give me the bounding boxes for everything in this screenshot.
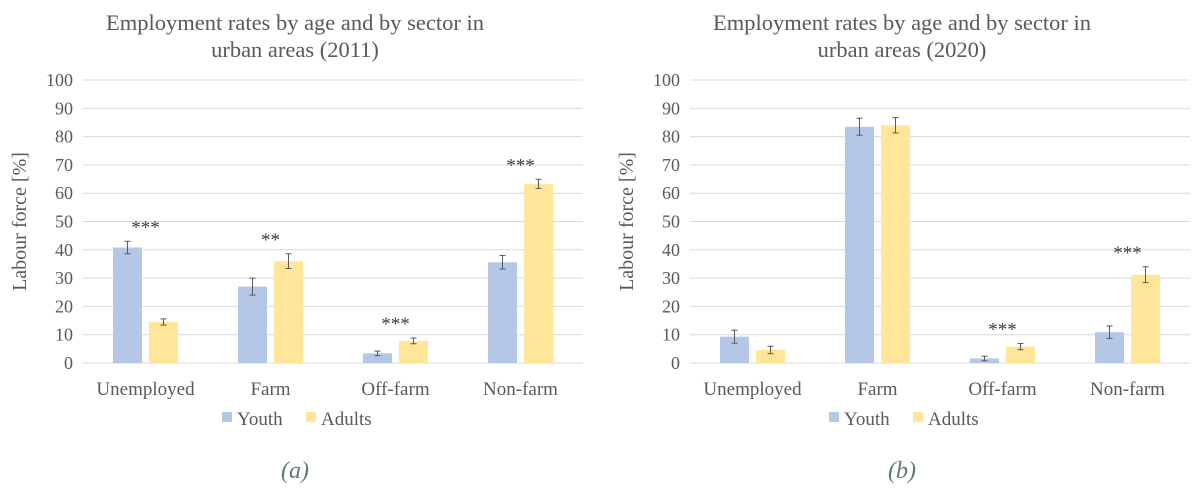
legend-swatch-youth — [222, 412, 232, 422]
chart-title-line: Employment rates by age and by sector in — [713, 10, 1091, 35]
y-tick-label: 10 — [55, 325, 73, 345]
chart-panel-a: Employment rates by age and by sector in… — [0, 0, 590, 495]
x-category-label: Non-farm — [1090, 379, 1165, 400]
y-tick-label: 20 — [55, 296, 73, 316]
legend-swatch-youth — [829, 412, 839, 422]
y-tick-label: 0 — [671, 353, 680, 373]
y-tick-label: 80 — [55, 127, 73, 147]
y-tick-label: 100 — [653, 70, 680, 90]
significance-label: ** — [261, 230, 280, 251]
y-tick-label: 70 — [55, 155, 73, 175]
y-tick-label: 60 — [55, 183, 73, 203]
y-tick-label: 90 — [55, 98, 73, 118]
x-category-label: Unemployed — [96, 379, 195, 400]
legend-label-adults: Adults — [321, 409, 372, 430]
chart-title: Employment rates by age and by sector in… — [713, 10, 1091, 62]
bar-adults-off-farm — [1006, 346, 1035, 363]
y-tick-label: 30 — [55, 268, 73, 288]
x-category-label: Farm — [857, 379, 897, 400]
bar-adults-non-farm — [1131, 274, 1160, 363]
y-tick-label: 20 — [662, 296, 680, 316]
legend-swatch-adults — [913, 412, 923, 422]
chart-title-line: urban areas (2011) — [211, 37, 379, 62]
y-tick-label: 30 — [662, 268, 680, 288]
bar-adults-farm — [274, 261, 303, 363]
y-tick-label: 90 — [662, 98, 680, 118]
y-tick-label: 50 — [55, 212, 73, 232]
significance-label: *** — [131, 217, 160, 238]
y-tick-label: 70 — [662, 155, 680, 175]
bar-youth-unemployed — [113, 247, 142, 363]
bar-youth-farm — [238, 286, 267, 363]
x-category-label: Off-farm — [968, 379, 1036, 400]
chart-title-line: Employment rates by age and by sector in — [106, 10, 484, 35]
x-category-label: Unemployed — [703, 379, 802, 400]
significance-label: *** — [988, 319, 1017, 340]
bar-youth-non-farm — [488, 262, 517, 363]
x-category-label: Farm — [250, 379, 290, 400]
y-axis-label: Labour force [%] — [616, 152, 638, 291]
legend-label-adults: Adults — [928, 409, 979, 430]
bar-youth-off-farm — [363, 353, 392, 363]
y-tick-label: 0 — [64, 353, 73, 373]
y-tick-label: 10 — [662, 325, 680, 345]
bar-chart-b: Employment rates by age and by sector in… — [616, 10, 1190, 430]
panel-caption-b: (b) — [888, 458, 916, 484]
bar-youth-farm — [845, 126, 874, 363]
y-tick-label: 40 — [662, 240, 680, 260]
significance-label: *** — [506, 155, 535, 176]
panel-caption-a: (a) — [281, 458, 309, 484]
y-tick-label: 50 — [662, 212, 680, 232]
bar-adults-farm — [881, 125, 910, 363]
significance-label: *** — [1113, 243, 1142, 264]
chart-title: Employment rates by age and by sector in… — [106, 10, 484, 62]
x-category-label: Non-farm — [483, 379, 558, 400]
y-tick-label: 40 — [55, 240, 73, 260]
y-tick-label: 60 — [662, 183, 680, 203]
bar-adults-unemployed — [756, 349, 785, 363]
bar-chart-a: Employment rates by age and by sector in… — [9, 10, 583, 430]
legend-swatch-adults — [306, 412, 316, 422]
bar-adults-off-farm — [399, 340, 428, 363]
chart-panel-b: Employment rates by age and by sector in… — [607, 0, 1197, 495]
legend-label-youth: Youth — [844, 409, 890, 430]
bar-adults-non-farm — [524, 183, 553, 363]
x-category-label: Off-farm — [361, 379, 429, 400]
legend-label-youth: Youth — [237, 409, 283, 430]
bar-adults-unemployed — [149, 321, 178, 363]
significance-label: *** — [381, 314, 410, 335]
y-tick-label: 100 — [46, 70, 73, 90]
chart-title-line: urban areas (2020) — [818, 37, 987, 62]
y-axis-label: Labour force [%] — [9, 152, 31, 291]
y-tick-label: 80 — [662, 127, 680, 147]
